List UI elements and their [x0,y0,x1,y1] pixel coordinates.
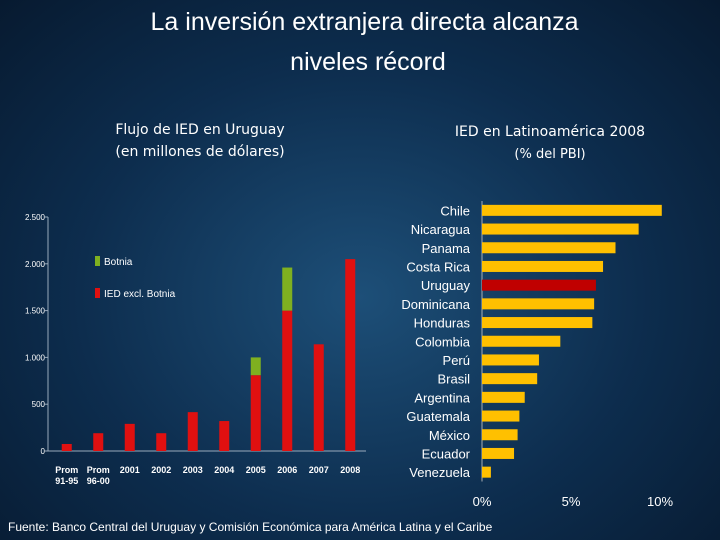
bar [482,391,525,403]
x-tick-label: 10% [647,494,673,509]
bar [482,429,518,441]
x-tick-label: Prom 96-00 [86,465,110,486]
x-tick-label: 2007 [308,465,329,475]
y-tick-label: 1.500 [25,307,46,316]
y-tick-label: México [429,428,470,443]
bar [482,242,616,254]
bar-segment [345,259,356,451]
bar [482,223,639,235]
bar-segment [282,267,293,311]
x-tick-label: 2001 [119,465,140,475]
bar [482,298,595,310]
bar-segment [156,433,167,451]
right-chart-title: IED en Latinoamérica 2008 [455,124,645,140]
legend-swatch [95,288,100,298]
y-tick-label: Uruguay [421,278,471,293]
bar-segment [187,412,198,451]
bar-segment [61,443,72,451]
x-tick-label: 2005 [245,465,266,475]
y-tick-label: 2.500 [25,213,46,222]
x-tick-label: 2002 [151,465,172,475]
right-chart-subtitle: (% del PBI) [514,147,585,162]
y-tick-label: Dominicana [401,297,470,312]
x-tick-label: 5% [562,494,581,509]
source-note: Fuente: Banco Central del Uruguay y Comi… [8,520,493,534]
left-chart-subtitle: (en millones de dólares) [115,144,284,160]
x-tick-label: 0% [473,494,492,509]
legend-label: Botnia [104,257,133,268]
y-tick-label: Nicaragua [411,222,471,237]
bar [482,410,520,422]
bar-segment [250,357,261,376]
y-tick-label: 2.000 [25,260,46,269]
x-tick-label: 2008 [340,465,361,475]
bar [482,447,515,459]
y-tick-label: Colombia [415,334,471,349]
bar-segment [250,375,261,451]
y-tick-label: Ecuador [422,446,471,461]
bar [482,373,538,385]
y-tick-label: Venezuela [409,465,470,480]
y-tick-label: Costa Rica [406,259,470,274]
legend-label: IED excl. Botnia [104,289,176,300]
bar [482,204,662,216]
bar [482,335,561,347]
y-tick-label: 0 [41,447,46,456]
bar-segment [282,310,293,451]
bar [482,354,539,366]
x-tick-label: 2004 [214,465,235,475]
left-chart-title: Flujo de IED en Uruguay [115,122,284,138]
title-line: niveles récord [290,48,446,76]
bar-segment [124,423,135,451]
slide-title: La inversión extranjera directa alcanza … [151,8,586,76]
y-tick-label: Guatemala [406,409,470,424]
bar-segment [313,344,324,451]
y-tick-label: 1.000 [25,353,46,362]
y-tick-label: 500 [32,400,46,409]
x-tick-label: 2003 [182,465,203,475]
bar-segment [219,421,230,451]
bar [482,317,593,329]
y-tick-label: Perú [443,353,470,368]
bar [482,279,596,291]
x-tick-label: 2006 [277,465,298,475]
bar [482,260,604,272]
y-tick-label: Panama [422,241,471,256]
y-tick-label: Honduras [414,316,471,331]
title-line: La inversión extranjera directa alcanza [151,8,586,36]
bar [482,466,491,478]
bar-segment [93,433,104,451]
legend-swatch [95,256,100,266]
x-tick-label: Prom 91-95 [55,465,79,486]
y-tick-label: Argentina [414,390,470,405]
y-tick-label: Chile [440,203,470,218]
y-tick-label: Brasil [437,372,470,387]
